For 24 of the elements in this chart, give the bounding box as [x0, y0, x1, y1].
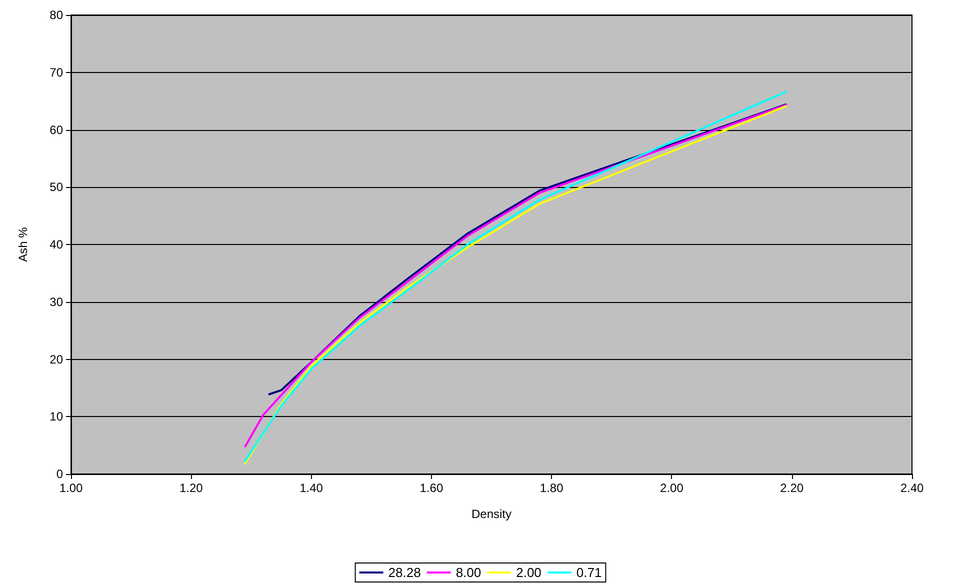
- y-tick-label: 80: [50, 8, 64, 22]
- line-series: [268, 104, 787, 396]
- y-tick-label: 60: [50, 122, 64, 137]
- x-tick-label: 2.00: [660, 481, 684, 495]
- legend-label: 8.00: [456, 565, 482, 580]
- y-tick-label: 30: [50, 294, 64, 309]
- x-tick-label: 2.20: [780, 481, 804, 495]
- x-tick-label: 1.20: [179, 481, 204, 495]
- x-tick-label: 1.00: [59, 481, 83, 495]
- x-tick-label: 1.40: [300, 481, 324, 495]
- y-tick-label: 20: [50, 352, 64, 366]
- y-tick-label: 10: [50, 410, 64, 424]
- x-axis-title: Density: [471, 507, 512, 521]
- x-tick-label: 1.80: [540, 481, 564, 495]
- y-tick-label: 0: [56, 467, 64, 481]
- y-tick-label: 50: [50, 180, 64, 194]
- y-axis-title: Ash %: [16, 226, 30, 262]
- legend-label: 28.28: [388, 565, 421, 580]
- legend-label: 0.71: [576, 565, 602, 580]
- legend-label: 2.00: [516, 565, 542, 580]
- y-tick-label: 70: [50, 65, 64, 80]
- y-tick-label: 40: [50, 238, 64, 252]
- x-tick-label: 2.40: [900, 481, 924, 495]
- x-tick-label: 1.60: [420, 481, 444, 495]
